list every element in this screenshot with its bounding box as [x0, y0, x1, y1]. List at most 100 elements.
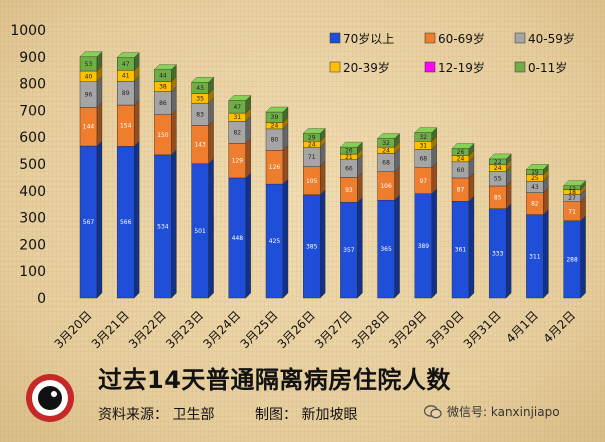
bar-segment-side	[134, 99, 140, 147]
bar-value-label: 53	[85, 61, 93, 68]
bar-top	[488, 153, 512, 160]
bar-value-label: 357	[343, 247, 355, 254]
bar-top	[116, 52, 140, 58]
legend-swatch	[514, 61, 526, 73]
bar-value-label: 311	[529, 253, 541, 260]
bar-value-label: 29	[308, 134, 316, 141]
bar-value-label: 154	[120, 123, 132, 130]
x-tick-label: 3月29日	[386, 308, 429, 351]
bar-value-label: 96	[85, 92, 93, 99]
bar-value-label: 26	[345, 148, 353, 155]
y-tick-label: 200	[19, 237, 46, 253]
bar-segment-side	[282, 144, 289, 185]
bar-value-label: 71	[308, 154, 316, 161]
bar-value-label: 21	[345, 154, 353, 161]
bar-value-label: 425	[269, 238, 281, 245]
bar-value-label: 66	[345, 166, 353, 173]
x-tick-label: 3月26日	[275, 308, 318, 351]
legend-swatch	[329, 61, 341, 73]
x-tick-label: 3月20日	[52, 308, 95, 351]
y-tick-label: 100	[19, 264, 46, 280]
bar-segment-side	[282, 178, 289, 299]
bar-segment-side	[320, 189, 326, 299]
bar-value-label: 86	[159, 100, 167, 107]
legend-swatch	[424, 61, 436, 73]
bar-value-label: 85	[494, 194, 502, 201]
wechat-icon	[423, 404, 442, 419]
bar-value-label: 126	[269, 164, 281, 171]
bar-top	[154, 64, 177, 70]
bar-value-label: 105	[306, 178, 318, 185]
bar-value-label: 24	[271, 123, 279, 130]
bar-segment-side	[543, 209, 549, 299]
x-tick-label: 3月25日	[238, 308, 281, 351]
y-tick-label: 300	[19, 211, 46, 227]
bar-segment-side	[431, 162, 437, 195]
bar-top	[302, 128, 326, 134]
bar-value-label: 18	[568, 189, 576, 196]
maker-text: 制图： 新加坡眼	[255, 407, 358, 423]
x-tick-label: 3月30日	[424, 308, 467, 351]
bar-segment-side	[357, 172, 363, 203]
x-tick-label: 3月23日	[163, 308, 206, 351]
bar-value-label: 97	[419, 178, 427, 185]
y-tick-label: 0	[37, 291, 46, 307]
bar-top	[265, 106, 289, 113]
x-tick-label: 3月27日	[312, 308, 355, 351]
bar-value-label: 106	[380, 183, 392, 190]
bar-value-label: 60	[457, 167, 465, 174]
logo	[20, 366, 80, 426]
bar-value-label: 15	[568, 185, 576, 192]
x-tick-label: 3月22日	[126, 308, 169, 351]
bar-value-label: 26	[457, 149, 465, 156]
bar-segment-side	[208, 120, 214, 165]
bar-value-label: 24	[494, 165, 502, 172]
bar-segment-side	[245, 172, 251, 299]
x-tick-label: 3月31日	[461, 308, 504, 351]
wechat-id: 微信号: kanxinjiapo	[423, 403, 560, 420]
bar-segment-side	[171, 149, 177, 299]
bar-value-label: 35	[196, 95, 204, 102]
bar-value-label: 534	[157, 223, 169, 230]
bar-value-label: 24	[382, 147, 390, 154]
bar-segment-side	[431, 188, 437, 299]
bar-value-label: 82	[233, 129, 241, 136]
bar-value-label: 83	[196, 111, 204, 118]
x-tick-label: 4月1日	[503, 308, 541, 346]
bar-segment-side	[506, 203, 512, 299]
bar-segment-side	[468, 195, 475, 299]
bar-value-label: 389	[418, 243, 430, 250]
bar-top	[340, 141, 363, 148]
bar-value-label: 40	[85, 73, 93, 80]
bar-value-label: 288	[566, 256, 578, 263]
bar-value-label: 41	[122, 73, 130, 80]
bar-value-label: 22	[494, 159, 502, 166]
bar-top	[191, 77, 214, 83]
bar-value-label: 93	[345, 187, 353, 194]
bar-top	[563, 180, 586, 186]
y-tick-label: 800	[19, 77, 46, 93]
bar-value-label: 47	[122, 61, 130, 68]
y-tick-label: 900	[19, 50, 46, 66]
x-tick-label: 3月24日	[200, 308, 243, 351]
legend-label: 70岁以上	[343, 31, 394, 46]
bar-value-label: 150	[157, 132, 169, 139]
bar-top	[451, 143, 475, 149]
y-tick-label: 1000	[10, 23, 46, 39]
legend-label: 20-39岁	[343, 60, 390, 75]
legend-label: 12-19岁	[438, 60, 485, 75]
bar-value-label: 31	[419, 142, 427, 149]
y-tick-label: 500	[19, 157, 46, 173]
bar-value-label: 68	[419, 156, 427, 163]
legend-swatch	[424, 32, 436, 44]
bar-value-label: 361	[455, 247, 467, 254]
bar-segment-side	[580, 215, 586, 299]
bar-value-label: 31	[233, 114, 241, 121]
bar-value-label: 24	[457, 156, 465, 163]
bar-value-label: 87	[457, 187, 465, 194]
bar-value-label: 25	[531, 175, 539, 182]
bar-value-label: 55	[494, 176, 502, 183]
bar-value-label: 38	[159, 84, 167, 91]
bar-value-label: 39	[271, 114, 279, 121]
